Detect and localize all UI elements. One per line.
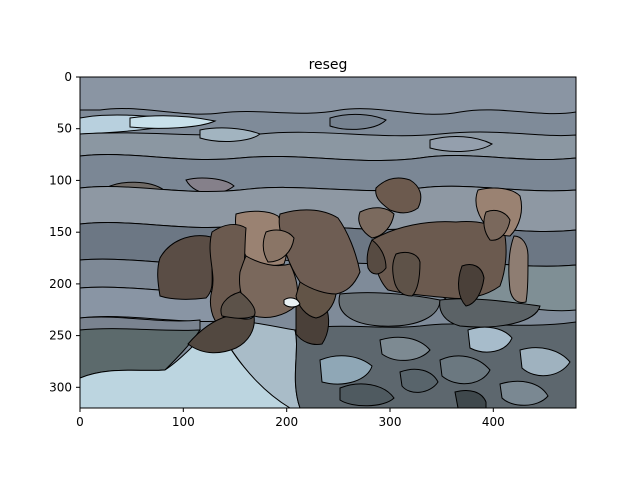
segment-ground	[379, 336, 431, 361]
segment-right-dog-ear	[483, 209, 511, 241]
segment-band	[185, 177, 235, 194]
y-tick-label: 150	[49, 225, 72, 239]
y-tick-label: 250	[49, 329, 72, 343]
y-tick: 200	[49, 277, 80, 291]
segment-right-dog-leg	[458, 264, 485, 307]
segment-band	[129, 115, 217, 129]
x-tick: 300	[379, 408, 402, 429]
segment-ground	[439, 298, 541, 328]
segment-ground	[439, 355, 491, 385]
x-tick-label: 0	[76, 415, 84, 429]
segment-right-dog-head	[375, 177, 422, 214]
axes-frame	[79, 76, 577, 409]
segment-ground	[319, 355, 373, 385]
segmentation-image	[80, 77, 576, 408]
y-tick-label: 100	[49, 173, 72, 187]
segment-left-dog-back	[239, 255, 299, 319]
segment-right-dog-snout	[358, 207, 395, 239]
y-tick: 50	[57, 122, 80, 136]
y-tick: 100	[49, 173, 80, 187]
figure-title: reseg	[309, 57, 348, 73]
y-tick-label: 300	[49, 380, 72, 394]
segment-left-dog-face	[262, 229, 295, 263]
x-tick: 0	[76, 408, 84, 429]
segment-ground	[399, 368, 439, 393]
y-tick: 300	[49, 380, 80, 394]
x-tick-label: 200	[275, 415, 298, 429]
x-tick-label: 100	[172, 415, 195, 429]
x-tick-label: 300	[379, 415, 402, 429]
segment-ground	[338, 292, 441, 327]
y-tick-label: 200	[49, 277, 72, 291]
segment-band	[80, 77, 576, 115]
segment-right-dog-leg	[392, 251, 421, 297]
x-tick-label: 400	[482, 415, 505, 429]
x-axis: 0 100 200 300 400	[76, 408, 505, 429]
x-tick: 200	[275, 408, 298, 429]
segment-band	[329, 113, 387, 130]
segment-band	[429, 136, 493, 152]
segment-ground	[499, 380, 549, 406]
y-tick: 250	[49, 329, 80, 343]
x-tick: 100	[172, 408, 195, 429]
y-tick: 0	[64, 70, 80, 84]
segment-band	[80, 131, 576, 162]
y-axis: 0 50 100 150 200 250	[49, 70, 80, 394]
segment-highlight	[283, 297, 301, 308]
segment-left-dog-chest	[295, 281, 337, 319]
y-tick-label: 50	[57, 122, 72, 136]
y-tick-label: 0	[64, 70, 72, 84]
segment-ground	[519, 347, 571, 377]
segment-right-dog-chest	[366, 239, 387, 275]
segment-left-dog-leg	[220, 291, 256, 319]
y-tick: 150	[49, 225, 80, 239]
segment-right-dog-leg	[508, 235, 529, 303]
segment-band	[199, 127, 262, 142]
x-tick: 400	[482, 408, 505, 429]
segment-ground	[339, 383, 395, 407]
segment-ground	[454, 389, 487, 408]
